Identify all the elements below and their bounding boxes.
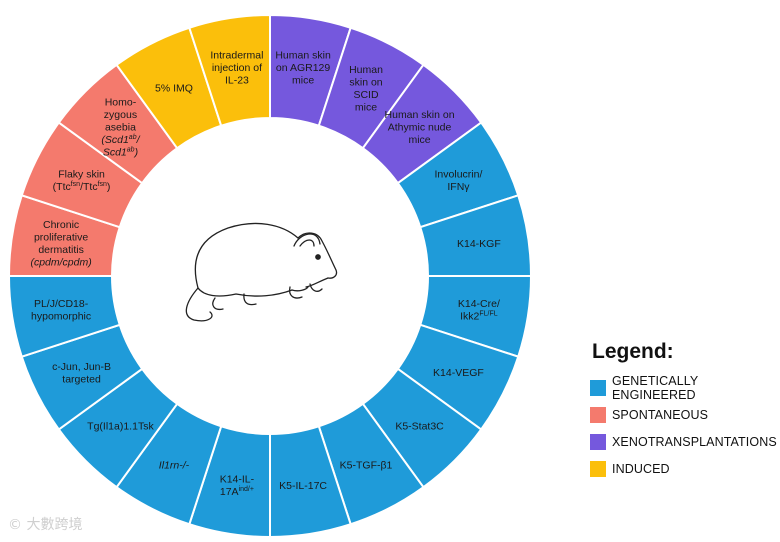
segment-label: K14-KGF — [457, 238, 501, 250]
legend-items: GENETICALLY ENGINEERED SPONTANEOUS XENOTRA… — [590, 374, 780, 482]
segment-label: K14-VEGF — [433, 367, 484, 379]
segment-label: K5-IL-17C — [279, 480, 327, 492]
legend-swatch — [590, 433, 606, 450]
legend-swatch — [590, 460, 606, 477]
segment-label: K5-TGF-β1 — [340, 459, 393, 471]
segment-label: 5% IMQ — [155, 83, 193, 95]
legend-label: GENETICALLY ENGINEERED — [612, 373, 699, 402]
ring-segments: Human skin on AGR129 mice Human skin on SCID m… — [7, 13, 533, 539]
ring-segment — [188, 13, 271, 127]
segment-label: Il1rn-/- — [159, 459, 190, 471]
segment-label: Human skin on SCID mice — [349, 64, 383, 114]
segment-label: Chronic proliferative dermatitis (cpdm/cpdm… — [30, 219, 91, 269]
segment-label: K14-Cre/Ikk2FL/FL — [458, 298, 500, 323]
mouse-icon — [185, 222, 338, 322]
legend-label: XENOTRANSPLANTATIONS — [612, 434, 777, 449]
legend: Legend: GENETICALLY ENGINEERED SPONTANEOU… — [590, 340, 780, 482]
segment-label: Intradermal injection of IL-23 — [210, 50, 263, 87]
legend-item: GENETICALLY ENGINEERED — [590, 373, 780, 402]
legend-label: INDUCED — [612, 461, 670, 476]
legend-item: INDUCED — [590, 455, 780, 482]
segment-label: Flaky skin (Ttcfsn/Ttcfsn) — [53, 169, 111, 194]
legend-item: XENOTRANSPLANTATIONS — [590, 428, 780, 455]
legend-swatch — [590, 406, 606, 423]
legend-item: SPONTANEOUS — [590, 401, 780, 428]
watermark: © 大數跨境 — [8, 517, 83, 533]
legend-title: Legend: — [592, 340, 674, 363]
segment-label: Involucrin/IFNγ — [435, 169, 483, 194]
segment-label: K14-IL-17Aind/+ — [220, 474, 255, 499]
segment-label: Homo-zygous asebia (Scd1ab/Scd1ab) — [101, 96, 140, 158]
segment-label: Tg(Il1a)1.1Tsk — [87, 421, 154, 433]
legend-swatch — [590, 379, 606, 396]
segment-label: c-Jun, Jun-B targeted — [52, 361, 111, 386]
segment-label: PL/J/CD18-hypomorphic — [31, 298, 91, 323]
segment-label: Human skin on Athymic nude mice — [385, 109, 455, 146]
segment-label: K5-Stat3C — [395, 421, 444, 433]
legend-label: SPONTANEOUS — [612, 407, 709, 422]
segment-label: Human skin on AGR129 mice — [275, 50, 331, 87]
